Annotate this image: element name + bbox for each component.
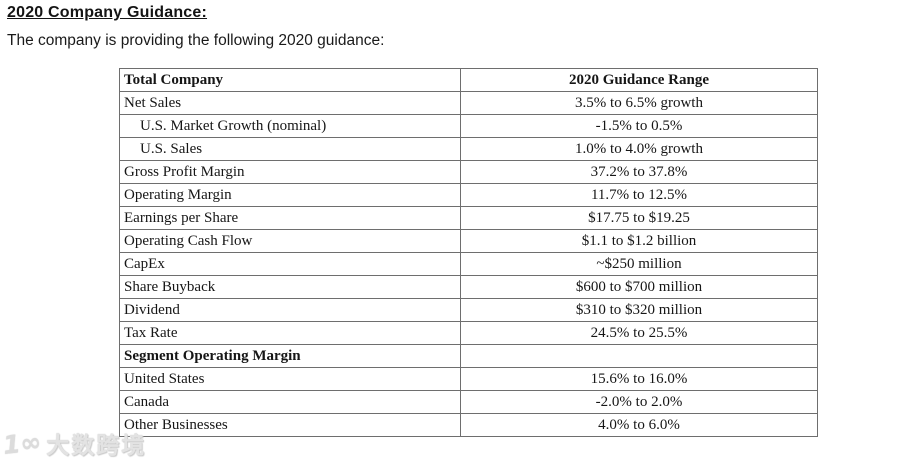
row-label: United States (119, 367, 461, 391)
row-value: 15.6% to 16.0% (460, 367, 818, 391)
table-row: Net Sales 3.5% to 6.5% growth (119, 91, 818, 115)
table-row: U.S. Market Growth (nominal) -1.5% to 0.… (119, 114, 818, 138)
row-label: Dividend (119, 298, 461, 322)
row-label: Operating Cash Flow (119, 229, 461, 253)
table-row: Earnings per Share $17.75 to $19.25 (119, 206, 818, 230)
row-value: 1.0% to 4.0% growth (460, 137, 818, 161)
table-row: Dividend $310 to $320 million (119, 298, 818, 322)
table-body: Net Sales 3.5% to 6.5% growth U.S. Marke… (119, 91, 818, 437)
row-value: -1.5% to 0.5% (460, 114, 818, 138)
row-value: 3.5% to 6.5% growth (460, 91, 818, 115)
table-row: U.S. Sales 1.0% to 4.0% growth (119, 137, 818, 161)
row-label: Tax Rate (119, 321, 461, 345)
table-row: Other Businesses 4.0% to 6.0% (119, 413, 818, 437)
row-value: $600 to $700 million (460, 275, 818, 299)
row-value (460, 344, 818, 368)
column-header-guidance-range: 2020 Guidance Range (460, 68, 818, 92)
column-header-total-company: Total Company (119, 68, 461, 92)
intro-text: The company is providing the following 2… (7, 32, 385, 49)
row-label: Other Businesses (119, 413, 461, 437)
row-value: 37.2% to 37.8% (460, 160, 818, 184)
table-row: Segment Operating Margin (119, 344, 818, 368)
table-row: United States 15.6% to 16.0% (119, 367, 818, 391)
watermark-logo-icon: 1∞ (1, 426, 43, 460)
table-row: Canada -2.0% to 2.0% (119, 390, 818, 414)
table-row: Operating Cash Flow $1.1 to $1.2 billion (119, 229, 818, 253)
row-label: Net Sales (119, 91, 461, 115)
table-row: CapEx ~$250 million (119, 252, 818, 276)
row-label: Earnings per Share (119, 206, 461, 230)
row-value: -2.0% to 2.0% (460, 390, 818, 414)
guidance-table: Total Company 2020 Guidance Range Net Sa… (119, 68, 818, 437)
row-label: Segment Operating Margin (119, 344, 461, 368)
table-row: Tax Rate 24.5% to 25.5% (119, 321, 818, 345)
table-header-row: Total Company 2020 Guidance Range (119, 68, 818, 92)
row-label: Share Buyback (119, 275, 461, 299)
row-label: Gross Profit Margin (119, 160, 461, 184)
row-value: 4.0% to 6.0% (460, 413, 818, 437)
row-label: CapEx (119, 252, 461, 276)
row-value: 24.5% to 25.5% (460, 321, 818, 345)
table-row: Operating Margin 11.7% to 12.5% (119, 183, 818, 207)
table-row: Gross Profit Margin 37.2% to 37.8% (119, 160, 818, 184)
row-value: ~$250 million (460, 252, 818, 276)
row-value: $17.75 to $19.25 (460, 206, 818, 230)
row-label: U.S. Sales (119, 137, 461, 161)
row-value: $1.1 to $1.2 billion (460, 229, 818, 253)
table-row: Share Buyback $600 to $700 million (119, 275, 818, 299)
page-title: 2020 Company Guidance: (7, 4, 208, 21)
row-label: Canada (119, 390, 461, 414)
row-value: $310 to $320 million (460, 298, 818, 322)
row-value: 11.7% to 12.5% (460, 183, 818, 207)
row-label: Operating Margin (119, 183, 461, 207)
row-label: U.S. Market Growth (nominal) (119, 114, 461, 138)
